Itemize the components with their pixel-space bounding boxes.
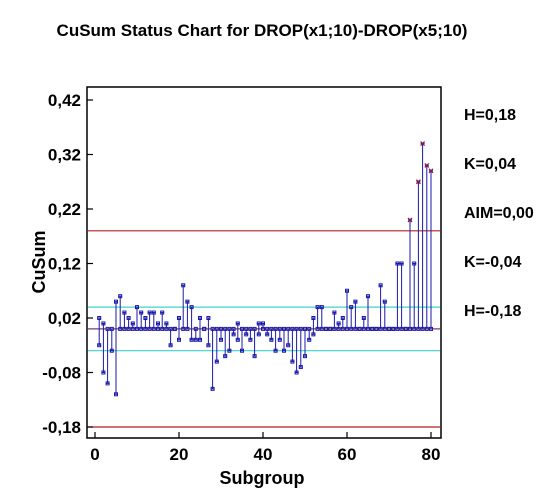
chart-title: CuSum Status Chart for DROP(x1;10)-DROP(… bbox=[57, 21, 468, 40]
x-tick-label: 80 bbox=[422, 445, 441, 464]
lower-cusum-points bbox=[98, 327, 433, 395]
x-axis-title: Subgroup bbox=[220, 468, 305, 488]
lower-cusum-stems bbox=[97, 329, 315, 394]
reference-line-label: AIM=0,00 bbox=[464, 205, 534, 222]
y-tick-label: -0,18 bbox=[42, 418, 81, 437]
reference-line-label: K=-0,04 bbox=[464, 254, 521, 271]
y-tick-label: 0,02 bbox=[48, 309, 81, 328]
y-tick-label: 0,22 bbox=[48, 200, 81, 219]
y-tick-label: 0,12 bbox=[48, 255, 81, 274]
y-tick-label: 0,42 bbox=[48, 91, 81, 110]
reference-line-labels: H=0,18 K=0,04 AIM=0,00 K=-0,04 H=-0,18 bbox=[464, 107, 534, 320]
upper-cusum-points bbox=[98, 142, 433, 331]
y-tick-label: -0,08 bbox=[42, 364, 81, 383]
reference-line-label: H=-0,18 bbox=[464, 303, 521, 320]
y-tick-label: 0,32 bbox=[48, 146, 81, 165]
y-axis-title: CuSum bbox=[29, 231, 49, 294]
plot-area-frame bbox=[87, 87, 441, 438]
x-tick-label: 20 bbox=[170, 445, 189, 464]
reference-line-label: H=0,18 bbox=[464, 107, 516, 124]
upper-cusum-stems bbox=[97, 144, 433, 329]
x-tick-label: 0 bbox=[90, 445, 99, 464]
x-tick-label: 60 bbox=[338, 445, 357, 464]
x-tick-label: 40 bbox=[254, 445, 273, 464]
y-axis: 0,42 0,32 0,22 0,12 0,02 -0,08 -0,18 bbox=[42, 91, 93, 437]
reference-line-label: K=0,04 bbox=[464, 156, 516, 173]
x-axis: 0 20 40 60 80 bbox=[90, 432, 440, 464]
